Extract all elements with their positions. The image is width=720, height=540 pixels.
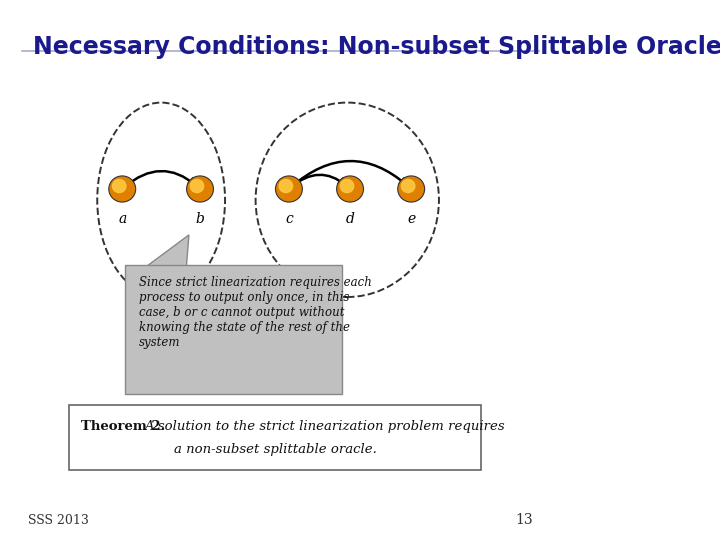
- Circle shape: [190, 179, 204, 193]
- Circle shape: [112, 179, 126, 193]
- FancyArrowPatch shape: [291, 161, 407, 187]
- Text: e: e: [407, 212, 415, 226]
- Circle shape: [337, 176, 364, 202]
- Text: Theorem 2.: Theorem 2.: [81, 420, 165, 433]
- Circle shape: [401, 179, 415, 193]
- FancyArrowPatch shape: [291, 175, 346, 187]
- Polygon shape: [142, 235, 189, 270]
- Text: a non-subset splittable oracle.: a non-subset splittable oracle.: [174, 443, 377, 456]
- Circle shape: [186, 176, 213, 202]
- Text: 13: 13: [516, 512, 534, 526]
- Circle shape: [279, 179, 292, 193]
- Circle shape: [397, 176, 425, 202]
- Text: Necessary Conditions: Non-subset Splittable Oracle: Necessary Conditions: Non-subset Splitta…: [33, 35, 720, 59]
- Circle shape: [276, 176, 302, 202]
- Text: A solution to the strict linearization problem requires: A solution to the strict linearization p…: [145, 420, 505, 433]
- Text: Since strict linearization requires each
process to output only once, in this
ca: Since strict linearization requires each…: [139, 276, 372, 349]
- Text: a: a: [118, 212, 127, 226]
- Text: SSS 2013: SSS 2013: [28, 514, 89, 526]
- FancyBboxPatch shape: [125, 265, 342, 394]
- Text: c: c: [285, 212, 293, 226]
- FancyBboxPatch shape: [69, 405, 481, 470]
- Text: b: b: [196, 212, 204, 226]
- FancyArrowPatch shape: [125, 171, 196, 187]
- Circle shape: [341, 179, 354, 193]
- Circle shape: [109, 176, 135, 202]
- Text: d: d: [346, 212, 354, 226]
